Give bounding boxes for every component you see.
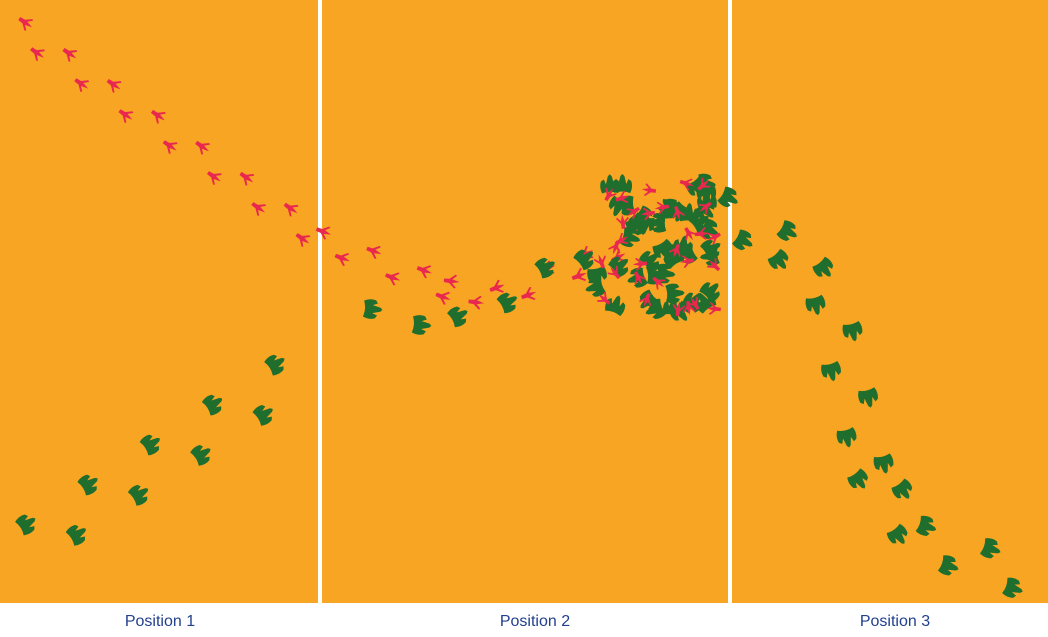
background — [0, 0, 1048, 603]
panel-label: Position 3 — [860, 613, 930, 630]
panel-label: Position 2 — [500, 613, 570, 630]
divider — [728, 0, 732, 603]
illustration: Position 1 Position 2 Position 3 — [0, 0, 1048, 637]
divider — [318, 0, 322, 603]
panel-label: Position 1 — [125, 613, 195, 630]
